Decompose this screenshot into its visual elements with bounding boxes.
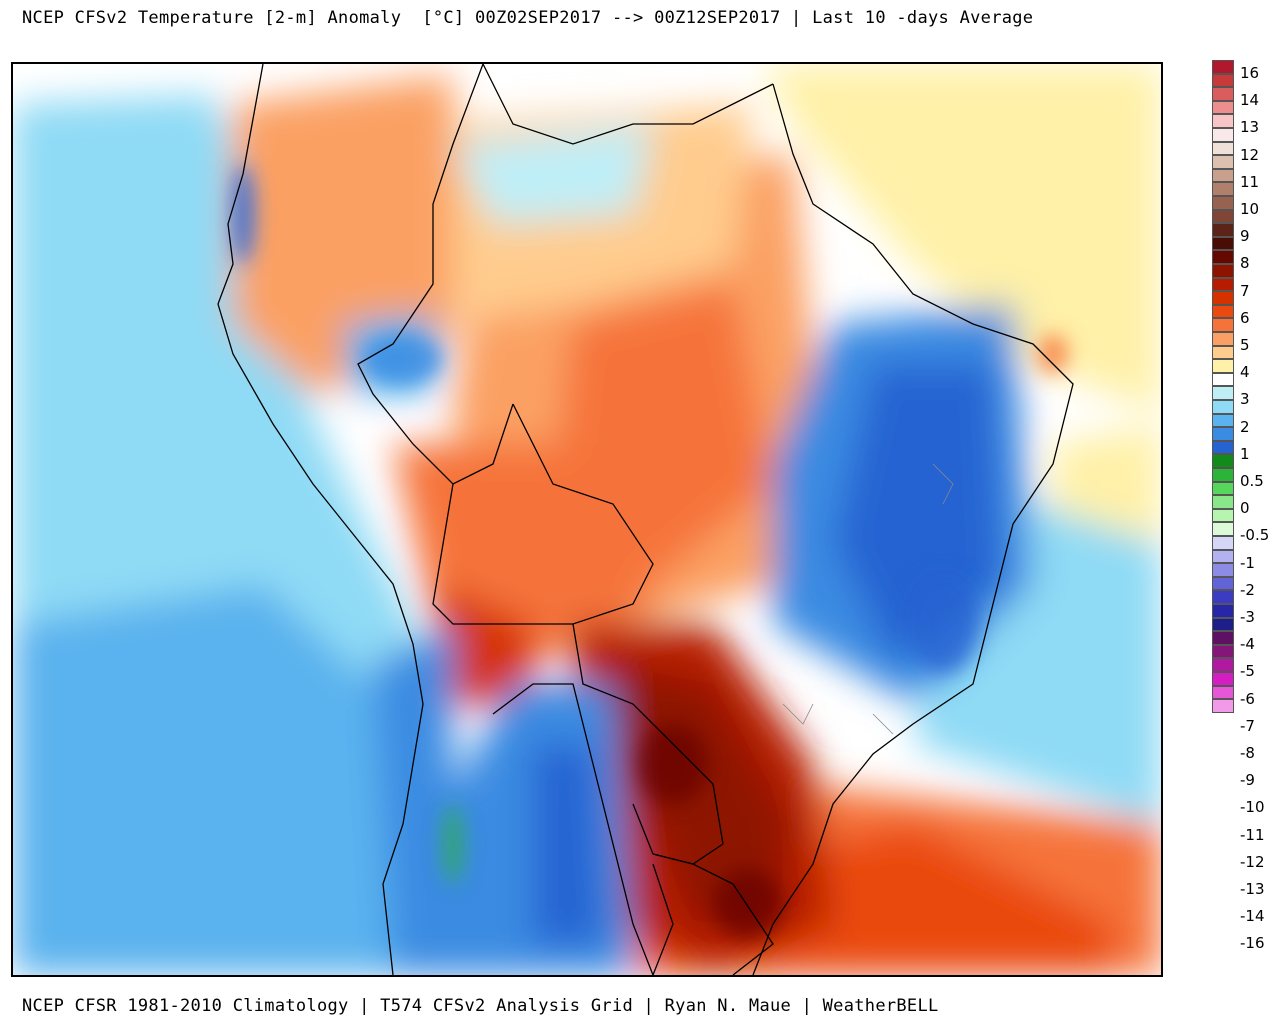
colorbar-swatch: [1212, 604, 1234, 618]
colorbar-swatch: [1212, 699, 1234, 713]
colorbar-swatch: [1212, 576, 1234, 591]
colorbar-label: -6: [1240, 689, 1255, 708]
anomaly-field: [13, 64, 1161, 975]
colorbar-swatch: [1212, 128, 1234, 142]
colorbar-swatch: [1212, 359, 1234, 373]
colorbar-swatch: [1212, 196, 1234, 210]
colorbar-swatch: [1212, 141, 1234, 156]
colorbar-swatch: [1212, 73, 1234, 88]
colorbar-swatch: [1212, 100, 1234, 115]
colorbar-label: -5: [1240, 662, 1255, 681]
colorbar-swatch: [1212, 481, 1234, 496]
colorbar-swatch: [1212, 223, 1234, 237]
colorbar-label: -9: [1240, 771, 1255, 790]
colorbar-label: -1: [1240, 553, 1255, 572]
colorbar-label: 4: [1240, 363, 1250, 382]
colorbar-swatch: [1212, 209, 1234, 224]
colorbar-swatch: [1212, 114, 1234, 128]
colorbar-label: 2: [1240, 417, 1250, 436]
colorbar-label: 12: [1240, 145, 1260, 164]
colorbar-swatch: [1212, 644, 1234, 659]
colorbar-label: -14: [1240, 907, 1265, 926]
colorbar-swatch: [1212, 685, 1234, 700]
colorbar-swatch: [1212, 318, 1234, 332]
colorbar-label: 0: [1240, 499, 1250, 518]
colorbar-swatch: [1212, 386, 1234, 400]
colorbar-label: 1: [1240, 444, 1250, 463]
colorbar-swatch: [1212, 549, 1234, 564]
colorbar-label: 8: [1240, 254, 1250, 273]
colorbar-label: -16: [1240, 934, 1265, 953]
colorbar-label: -2: [1240, 580, 1255, 599]
colorbar-swatch: [1212, 522, 1234, 536]
colorbar-label: 0.5: [1240, 472, 1264, 490]
colorbar-label: 14: [1240, 91, 1260, 110]
map-title: NCEP CFSv2 Temperature [2-m] Anomaly [°C…: [22, 8, 1034, 28]
colorbar-label: 9: [1240, 227, 1250, 246]
colorbar-swatch: [1212, 168, 1234, 183]
colorbar-swatch: [1212, 304, 1234, 319]
colorbar-swatch: [1212, 182, 1234, 196]
colorbar-swatch: [1212, 440, 1234, 455]
colorbar-label: -11: [1240, 825, 1265, 844]
colorbar-swatch: [1212, 291, 1234, 305]
colorbar-label: -0.5: [1240, 526, 1270, 545]
colorbar-swatch: [1212, 631, 1234, 645]
anomaly-map: [11, 62, 1163, 977]
colorbar-swatch: [1212, 400, 1234, 414]
colorbar-swatch: [1212, 617, 1234, 632]
colorbar-swatch: [1212, 155, 1234, 169]
colorbar-label: -12: [1240, 852, 1265, 871]
colorbar-label: -10: [1240, 798, 1265, 817]
colorbar-swatch: [1212, 236, 1234, 251]
colorbar-label: 13: [1240, 118, 1260, 137]
colorbar-swatch: [1212, 264, 1234, 278]
colorbar-label: -3: [1240, 608, 1255, 626]
colorbar-swatch: [1212, 427, 1234, 441]
map-footer: NCEP CFSR 1981-2010 Climatology | T574 C…: [22, 996, 939, 1016]
colorbar-label: -7: [1240, 716, 1255, 735]
country-borders: [217, 64, 1074, 975]
colorbar-label: 3: [1240, 390, 1250, 409]
colorbar-label: 6: [1240, 308, 1250, 327]
colorbar-label: -8: [1240, 744, 1255, 762]
colorbar-swatch: [1212, 658, 1234, 672]
colorbar-swatch: [1212, 468, 1234, 482]
colorbar-swatch: [1212, 372, 1234, 387]
colorbar-swatch: [1212, 277, 1234, 292]
colorbar-swatch: [1212, 87, 1234, 101]
colorbar-swatch: [1212, 250, 1234, 264]
colorbar-swatch: [1212, 345, 1234, 360]
colorbar-label: 11: [1240, 172, 1260, 191]
colorbar-swatch: [1212, 563, 1234, 577]
colorbar-label: -4: [1240, 635, 1255, 654]
colorbar-swatch: [1212, 495, 1234, 509]
colorbar-swatch: [1212, 332, 1234, 346]
colorbar-swatch: [1212, 454, 1234, 468]
colorbar-label: 7: [1240, 281, 1250, 300]
colorbar-swatch: [1212, 672, 1234, 686]
colorbar-swatch: [1212, 413, 1234, 428]
colorbar-swatch: [1212, 536, 1234, 550]
colorbar-label: -13: [1240, 880, 1265, 898]
colorbar-label: 16: [1240, 64, 1260, 82]
colorbar-swatch: [1212, 508, 1234, 523]
colorbar-swatch: [1212, 590, 1234, 604]
colorbar-label: 5: [1240, 336, 1250, 354]
colorbar-label: 10: [1240, 200, 1260, 218]
colorbar-swatch: [1212, 60, 1234, 74]
